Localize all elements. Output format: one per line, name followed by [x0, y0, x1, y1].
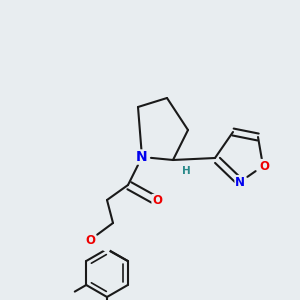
Text: H: H	[182, 166, 190, 176]
Text: O: O	[152, 194, 162, 208]
Text: N: N	[235, 176, 245, 188]
Text: O: O	[85, 233, 95, 247]
Text: N: N	[136, 150, 148, 164]
Text: O: O	[259, 160, 269, 172]
